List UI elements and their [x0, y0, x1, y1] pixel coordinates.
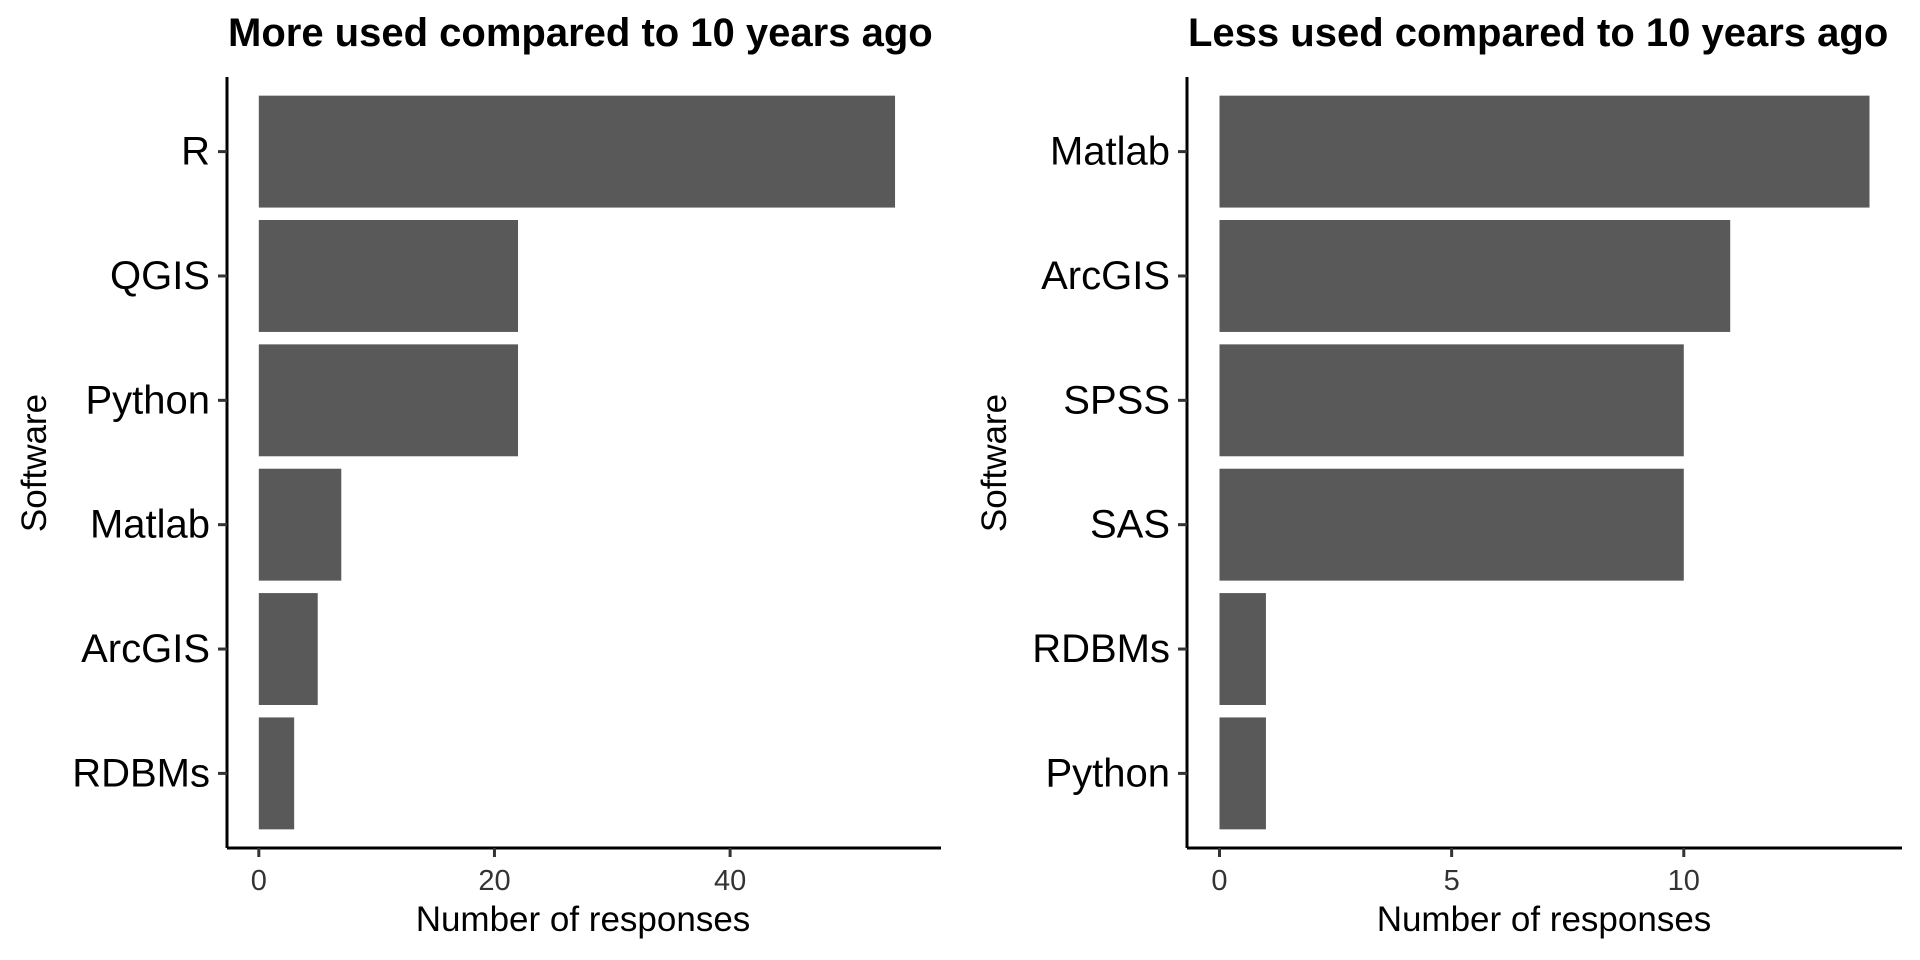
y-tick-label: ArcGIS — [81, 627, 210, 671]
plot-area-less-used: Matlab ArcGIS SPSS SAS RDBMs Python 0 5 10 — [1032, 95, 1870, 897]
bar-less-used-python — [1219, 717, 1266, 830]
bar-less-used-rdbms — [1219, 593, 1266, 705]
x-tick-label: 0 — [1211, 865, 1227, 897]
y-tick-label: Matlab — [1050, 130, 1170, 174]
bar-less-used-spss — [1219, 344, 1684, 457]
x-axis-label-more-used: Number of responses — [416, 900, 751, 939]
x-tick-label: 10 — [1668, 865, 1700, 897]
bar-less-used-matlab — [1219, 95, 1870, 208]
bar-more-used-python — [258, 344, 519, 457]
plot-area-more-used: R QGIS Python Matlab ArcGIS RDBMs 0 20 40 — [72, 95, 896, 897]
y-axis-label-less-used: Software — [975, 394, 1014, 532]
bar-more-used-qgis — [258, 220, 519, 332]
y-axis-label-more-used: Software — [15, 394, 54, 532]
bar-less-used-arcgis — [1219, 220, 1731, 332]
x-tick-label: 20 — [478, 865, 510, 897]
panel-more-used: More used compared to 10 years ago Softw… — [15, 11, 941, 939]
x-axis-label-less-used: Number of responses — [1377, 900, 1712, 939]
bar-more-used-matlab — [258, 468, 342, 581]
chart-title-less-used: Less used compared to 10 years ago — [1188, 11, 1888, 55]
bar-more-used-arcgis — [258, 593, 318, 705]
chart-title-more-used: More used compared to 10 years ago — [228, 11, 933, 55]
y-tick-label: Python — [85, 378, 210, 422]
bar-more-used-r — [258, 95, 896, 208]
y-tick-label: Python — [1045, 751, 1170, 795]
y-tick-label: ArcGIS — [1041, 254, 1170, 298]
y-tick-label: RDBMs — [72, 751, 210, 795]
panel-less-used: Less used compared to 10 years ago Softw… — [975, 11, 1902, 939]
y-tick-label: QGIS — [110, 254, 210, 298]
y-tick-label: R — [181, 130, 210, 174]
bar-more-used-rdbms — [258, 717, 295, 830]
bar-less-used-sas — [1219, 468, 1684, 581]
x-tick-label: 0 — [251, 865, 267, 897]
y-tick-label: SAS — [1090, 503, 1170, 547]
x-tick-label: 5 — [1444, 865, 1460, 897]
y-tick-label: SPSS — [1063, 378, 1170, 422]
y-tick-label: RDBMs — [1032, 627, 1170, 671]
x-tick-label: 40 — [714, 865, 746, 897]
y-tick-label: Matlab — [90, 503, 210, 547]
